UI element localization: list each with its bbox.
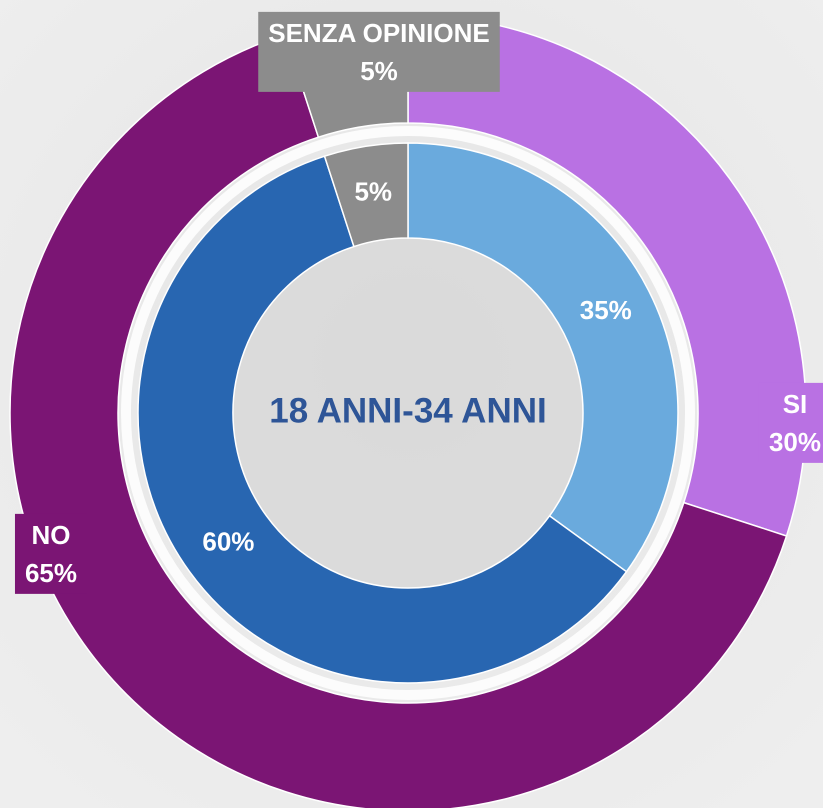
value-label: 65%	[25, 558, 77, 588]
segment-label: 35%	[580, 295, 632, 325]
donut-segment	[9, 33, 788, 808]
donut-segment	[407, 142, 679, 573]
labels: SI 30% NO 65% SENZA OPINIONE 5% 35% 60% 5%	[14, 11, 823, 594]
label-box	[258, 11, 500, 92]
donut-segment	[323, 142, 409, 248]
center-text: 18 ANNI-34 ANNI	[269, 391, 546, 430]
value-label: 30%	[769, 427, 821, 457]
outer-label: NO 65%	[14, 513, 88, 594]
outer-label: SI 30%	[758, 382, 823, 463]
value-label: 5%	[360, 56, 398, 86]
category-label: NO	[32, 520, 71, 550]
donut-segment	[137, 155, 628, 684]
segment-label: 5%	[354, 177, 392, 207]
category-label: SI	[783, 389, 808, 419]
rings	[9, 14, 807, 808]
label-box	[758, 382, 823, 463]
category-label: SENZA OPINIONE	[268, 18, 490, 48]
segment-label: 60%	[202, 526, 254, 556]
ring-gap	[121, 126, 695, 700]
inner-disc	[233, 238, 583, 588]
outer-label: SENZA OPINIONE 5%	[258, 11, 500, 92]
donut-segment	[407, 14, 807, 537]
label-box	[14, 513, 88, 594]
